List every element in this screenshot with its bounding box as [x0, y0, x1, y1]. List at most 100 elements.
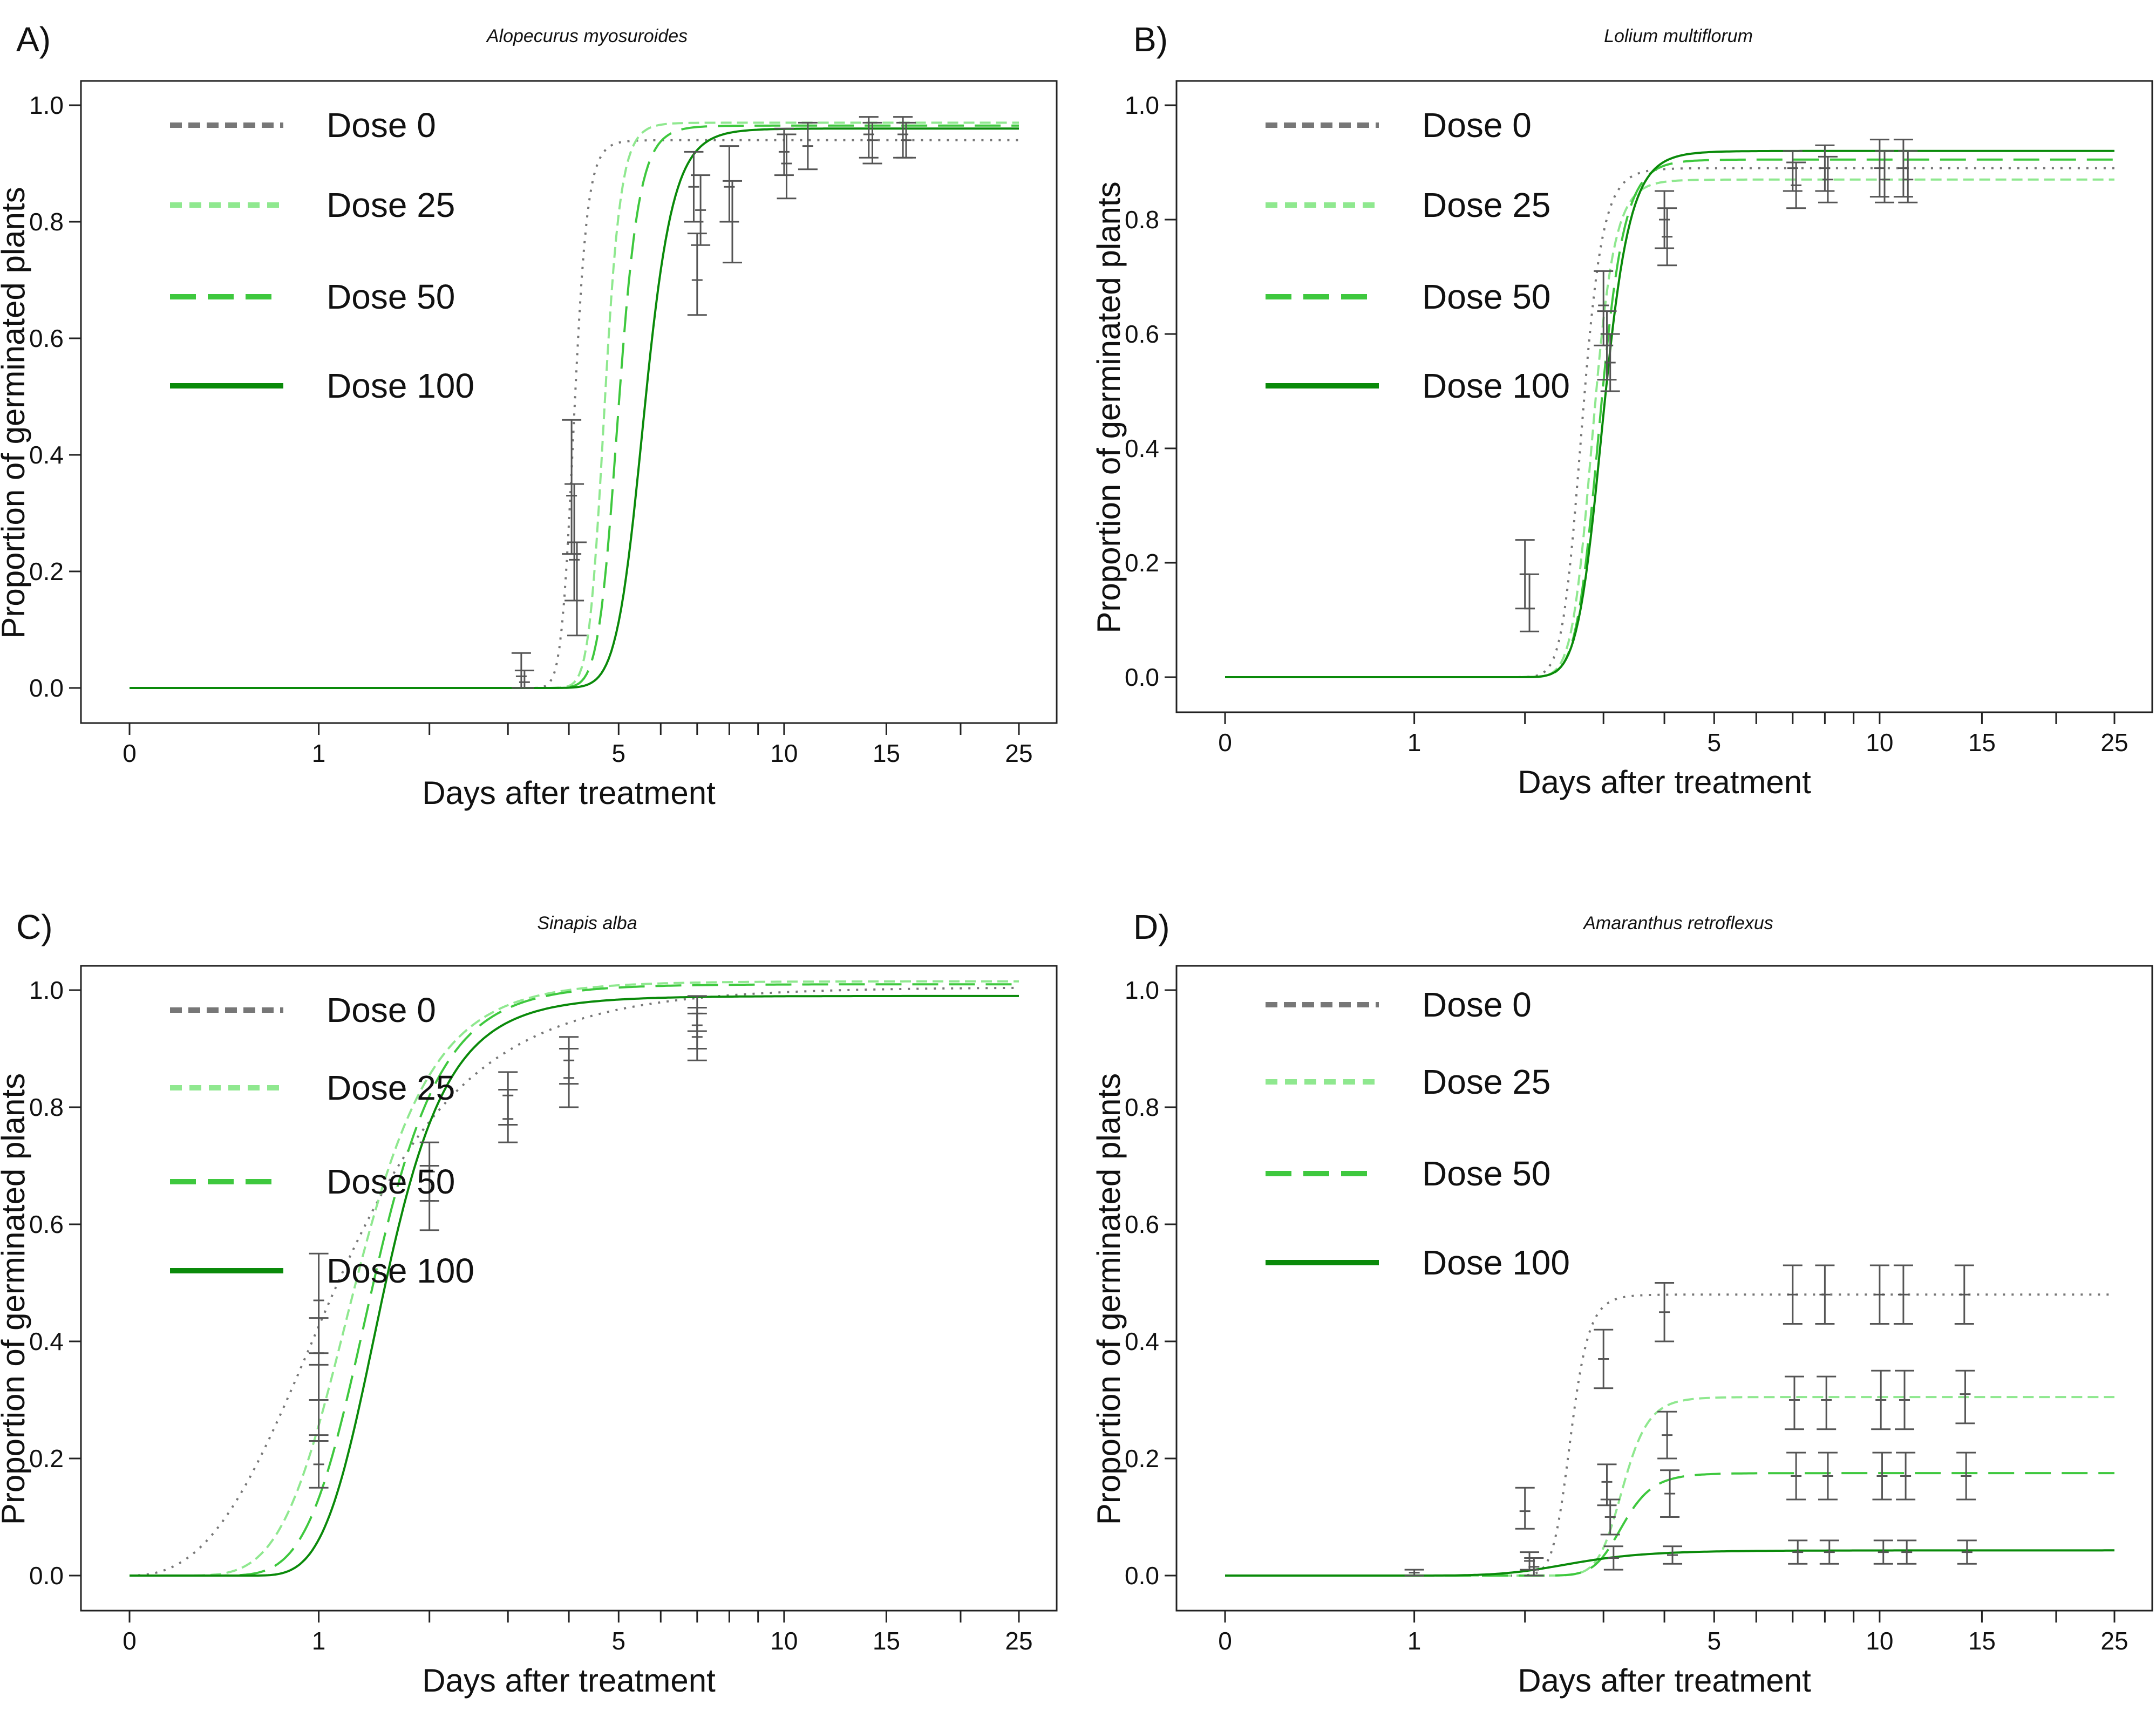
x-tick-label: 10 [770, 739, 798, 767]
x-tick-label: 10 [770, 1627, 798, 1655]
error-bar [1786, 161, 1806, 209]
error-bar [1404, 1569, 1424, 1577]
x-tick-label: 25 [2100, 1627, 2128, 1655]
panel-letter: C) [16, 908, 53, 946]
error-bar [691, 174, 711, 246]
series-line-dose-25 [130, 980, 1019, 1577]
y-tick-label: 0.6 [1125, 1210, 1159, 1238]
x-tick-label: 1 [1407, 1627, 1422, 1655]
y-tick-label: 0.0 [1125, 1562, 1159, 1590]
y-axis-label: Proportion of germinated plants [1091, 181, 1127, 633]
y-tick-label: 1.0 [29, 91, 64, 119]
panel-title: Amaranthus retroflexus [1582, 913, 1773, 933]
panel-title: Sinapis alba [537, 913, 637, 933]
error-bar [1817, 1375, 1837, 1430]
panel-a: A) Alopecurus myosuroides 0.0 0.2 0.4 0.6 0.8 1… [0, 20, 1058, 811]
plot-frame [80, 80, 1058, 724]
error-bar [1955, 1369, 1975, 1424]
error-bar [1873, 1539, 1893, 1565]
error-bar [774, 127, 794, 176]
error-bar [1818, 155, 1838, 203]
x-tick-label: 15 [1968, 728, 1996, 756]
error-bar [1956, 1451, 1976, 1501]
legend-label: Dose 100 [327, 366, 474, 405]
panel-letter: B) [1133, 20, 1168, 59]
x-tick-label: 1 [1407, 728, 1422, 756]
y-tick-label: 0.0 [1125, 663, 1159, 691]
error-bar [1783, 1264, 1803, 1325]
error-bar [1663, 1545, 1683, 1565]
x-axis-label: Days after treatment [1518, 1662, 1811, 1699]
y-axis-label: Proportion of germinated plants [0, 1073, 31, 1525]
error-bar [1655, 190, 1675, 249]
error-bar [1600, 1498, 1620, 1536]
error-bar [1784, 1375, 1804, 1430]
legend-label: Dose 50 [1422, 1154, 1550, 1193]
x-tick-label: 0 [123, 739, 137, 767]
error-bar [1657, 1410, 1677, 1460]
legend-label: Dose 0 [327, 106, 436, 145]
y-tick-label: 0.2 [29, 1444, 64, 1473]
y-tick-label: 0.4 [1125, 1327, 1159, 1355]
x-tick-label: 1 [312, 739, 326, 767]
error-bar [798, 121, 818, 171]
error-bar [687, 233, 707, 316]
panel-letter: A) [16, 20, 51, 59]
legend-label: Dose 50 [327, 1162, 455, 1201]
error-bar [1597, 1463, 1617, 1507]
error-bar [777, 133, 797, 200]
x-tick-label: 5 [1708, 728, 1722, 756]
panel-title: Lolium multiflorum [1604, 26, 1753, 46]
y-axis-label: Proportion of germinated plants [0, 187, 31, 638]
y-tick-label: 0.8 [1125, 1093, 1159, 1121]
y-tick-label: 1.0 [1125, 976, 1159, 1004]
error-bar [719, 145, 739, 223]
y-tick-label: 0.8 [29, 1093, 64, 1121]
x-axis-label: Days after treatment [422, 775, 716, 811]
y-tick-label: 0.8 [1125, 206, 1159, 234]
error-bar [1815, 144, 1835, 192]
error-bar [567, 541, 587, 637]
legend-label: Dose 25 [1422, 186, 1550, 224]
x-tick-label: 0 [1218, 1627, 1232, 1655]
y-tick-label: 0.0 [29, 1562, 64, 1590]
x-tick-label: 1 [312, 1627, 326, 1655]
legend-label: Dose 100 [327, 1251, 474, 1290]
x-tick-label: 15 [1968, 1627, 1996, 1655]
y-tick-label: 0.6 [29, 324, 64, 352]
error-bar [1957, 1539, 1977, 1565]
error-bar [1594, 1328, 1614, 1389]
error-bar [1818, 1451, 1838, 1501]
error-bar [562, 419, 582, 555]
y-tick-label: 0.4 [29, 441, 64, 469]
panel-letter: D) [1133, 908, 1170, 946]
error-bar [1600, 333, 1620, 392]
error-bar [1871, 1369, 1891, 1430]
y-tick-label: 0.8 [29, 208, 64, 236]
y-tick-label: 0.4 [29, 1327, 64, 1355]
legend-label: Dose 25 [1422, 1062, 1550, 1101]
series-line-dose-100 [1225, 1549, 2114, 1577]
error-bar [1872, 1451, 1892, 1501]
error-bar [1893, 139, 1913, 198]
x-tick-label: 25 [2100, 728, 2128, 756]
error-bar [1515, 1487, 1535, 1530]
error-bar [1788, 1539, 1808, 1565]
y-tick-label: 0.0 [29, 674, 64, 702]
x-tick-label: 15 [873, 1627, 900, 1655]
error-bar [498, 1088, 518, 1143]
legend-label: Dose 100 [1422, 366, 1570, 405]
panel-title: Alopecurus myosuroides [486, 26, 688, 46]
error-bar [309, 1364, 329, 1442]
y-tick-label: 0.6 [1125, 320, 1159, 348]
series-line-dose-100 [1225, 149, 2114, 678]
x-tick-label: 15 [873, 739, 900, 767]
error-bar [1819, 1539, 1839, 1565]
legend: Dose 0 Dose 25 Dose 50 Dose 100 [170, 991, 474, 1290]
error-bar [1783, 150, 1803, 192]
legend-label: Dose 50 [327, 277, 455, 316]
legend: Dose 0 Dose 25 Dose 50 Dose 100 [1266, 106, 1570, 405]
error-bar [1875, 150, 1895, 203]
x-axis-label: Days after treatment [422, 1662, 716, 1699]
